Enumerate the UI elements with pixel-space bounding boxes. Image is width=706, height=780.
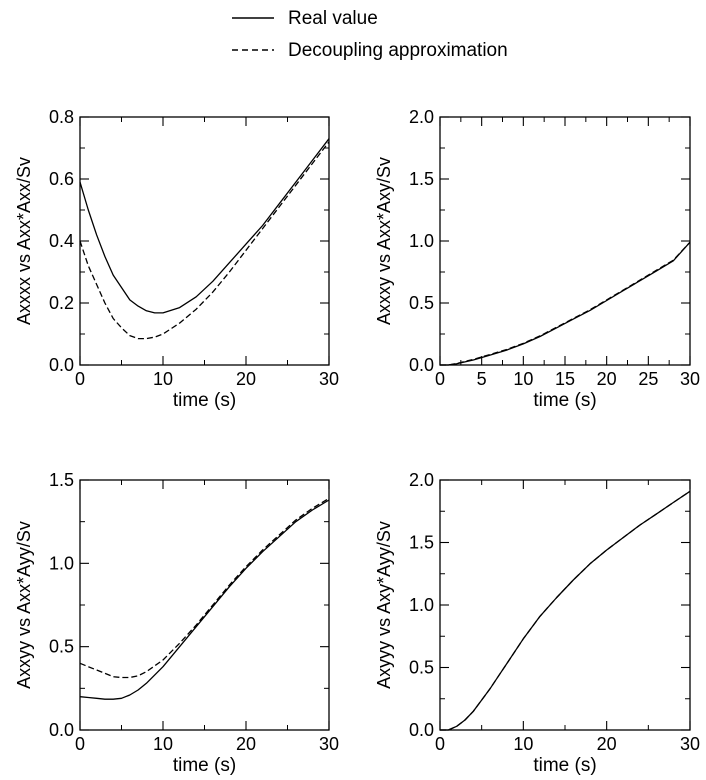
y-tick-label: 0.5 <box>49 637 74 657</box>
legend: Real value Decoupling approximation <box>230 0 570 70</box>
chart-panel-1: 0 10 20 30 0.0 0.2 0.4 0.6 0.8 time (s) Axxxx vs A… <box>14 107 339 411</box>
y-axis-label: Axxyy vs Axx*Ayy/Sv <box>14 521 34 689</box>
y-tick-label: 1.0 <box>409 595 434 615</box>
series-line-real-value <box>79 138 330 314</box>
x-tick-label: 10 <box>153 369 173 389</box>
x-tick-label: 20 <box>236 734 256 754</box>
x-tick-label: 10 <box>513 734 533 754</box>
legend-label-decoupling: Decoupling approximation <box>288 40 508 61</box>
y-tick-label: 1.0 <box>409 231 434 251</box>
y-tick-label: 0.4 <box>49 231 74 251</box>
x-axis-label: time (s) <box>173 755 236 776</box>
x-tick-label: 10 <box>513 369 533 389</box>
series-line-decoupling-approximation <box>440 490 691 731</box>
x-tick-label: 0 <box>435 369 445 389</box>
x-tick-label: 30 <box>680 369 700 389</box>
x-axis-label: time (s) <box>533 390 596 411</box>
x-tick-label: 20 <box>597 734 617 754</box>
x-tick-label: 30 <box>680 734 700 754</box>
y-axis-label: Axxxx vs Axx*Axx/Sv <box>14 157 34 325</box>
x-axis-label: time (s) <box>533 755 596 776</box>
plot-frame <box>439 116 691 366</box>
x-tick-label: 15 <box>555 369 575 389</box>
legend-entry-decoupling: Decoupling approximation <box>230 34 570 64</box>
legend-label-real-value: Real value <box>288 8 378 29</box>
x-tick-label: 0 <box>75 369 85 389</box>
x-tick-label: 0 <box>75 734 85 754</box>
x-tick-label: 20 <box>236 369 256 389</box>
y-axis-label: Axyyy vs Axy*Ayy/Sv <box>374 521 394 689</box>
plot-frame <box>439 479 691 731</box>
x-tick-label: 0 <box>435 734 445 754</box>
legend-entry-real-value: Real value <box>230 2 570 32</box>
y-axis-label: Axxxy vs Axx*Axy/Sv <box>374 157 394 325</box>
y-tick-label: 2.0 <box>409 470 434 490</box>
y-tick-label: 0.2 <box>49 293 74 313</box>
y-tick-label: 0.0 <box>49 355 74 375</box>
y-tick-label: 1.5 <box>49 470 74 490</box>
chart-panel-4: 0 10 20 30 0.0 0.5 1.0 1.5 2.0 time (s) Axyyy vs A… <box>374 470 700 776</box>
y-tick-label: 1.5 <box>409 169 434 189</box>
plot-frame <box>79 479 330 731</box>
y-tick-label: 0.0 <box>409 355 434 375</box>
y-tick-label: 2.0 <box>409 107 434 127</box>
series-line-real-value <box>440 241 691 366</box>
x-tick-label: 5 <box>477 369 487 389</box>
y-tick-label: 1.5 <box>409 533 434 553</box>
x-tick-label: 20 <box>597 369 617 389</box>
y-tick-label: 0.5 <box>409 293 434 313</box>
series-line-decoupling-approximation <box>79 497 330 679</box>
x-tick-label: 25 <box>638 369 658 389</box>
y-tick-label: 0.6 <box>49 169 74 189</box>
y-tick-label: 0.5 <box>409 658 434 678</box>
y-tick-label: 0.0 <box>409 720 434 740</box>
chart-panel-3: 0 10 20 30 0.0 0.5 1.0 1.5 time (s) Axxyy vs Axx*… <box>14 470 339 776</box>
series-line-real-value <box>79 499 330 700</box>
series-line-decoupling-approximation <box>440 241 691 366</box>
x-axis-label: time (s) <box>173 390 236 411</box>
y-tick-label: 1.0 <box>49 553 74 573</box>
series-line-decoupling-approximation <box>79 141 330 340</box>
x-tick-label: 10 <box>153 734 173 754</box>
series-line-real-value <box>440 490 691 731</box>
dashed-line-swatch <box>232 49 274 51</box>
chart-panel-2: 0 5 10 15 20 25 30 0.0 0.5 1.0 1.5 2.0 time (s) Axxxy… <box>374 107 700 411</box>
y-tick-label: 0.8 <box>49 107 74 127</box>
x-tick-label: 30 <box>319 369 339 389</box>
y-tick-label: 0.0 <box>49 720 74 740</box>
solid-line-swatch <box>232 17 274 19</box>
plot-frame <box>79 116 330 366</box>
x-tick-label: 30 <box>319 734 339 754</box>
